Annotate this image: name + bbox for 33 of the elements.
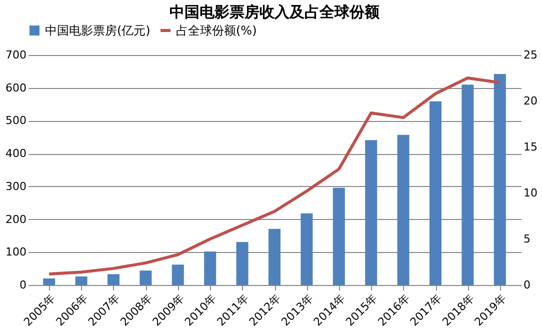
y-tick-label: 0 — [20, 278, 26, 292]
bar — [108, 274, 120, 285]
bar — [365, 140, 378, 285]
y-tick-label: 700 — [6, 48, 26, 62]
legend-label: 占全球份额(%) — [176, 24, 257, 38]
bar — [43, 278, 56, 285]
bar — [140, 270, 152, 285]
chart-title: 中国电影票房收入及占全球份额 — [170, 3, 380, 21]
y-tick-label: 200 — [6, 212, 26, 226]
bar — [397, 134, 410, 285]
bar — [494, 74, 506, 285]
bar — [75, 276, 88, 285]
bar — [332, 188, 345, 285]
bar — [204, 251, 216, 285]
legend-label: 中国电影票房(亿元) — [45, 24, 150, 38]
bar — [430, 101, 442, 285]
y-tick-label: 500 — [6, 114, 26, 128]
y-tick-label: 100 — [6, 246, 26, 259]
y-tick-label: 600 — [6, 81, 26, 94]
line-series — [48, 76, 502, 276]
y2-tick-label: 15 — [524, 140, 538, 154]
bar — [172, 264, 184, 285]
bar — [300, 213, 313, 285]
y2-tick-label: 20 — [524, 94, 538, 108]
bar — [462, 84, 474, 285]
y2-tick-label: 25 — [524, 48, 538, 62]
y-tick-label: 400 — [6, 147, 26, 160]
y-tick-label: 300 — [6, 180, 26, 193]
bar — [236, 242, 248, 285]
y2-tick-label: 0 — [524, 278, 530, 292]
y2-tick-label: 5 — [524, 232, 530, 246]
y2-tick-label: 10 — [524, 186, 538, 200]
bar — [268, 228, 280, 285]
